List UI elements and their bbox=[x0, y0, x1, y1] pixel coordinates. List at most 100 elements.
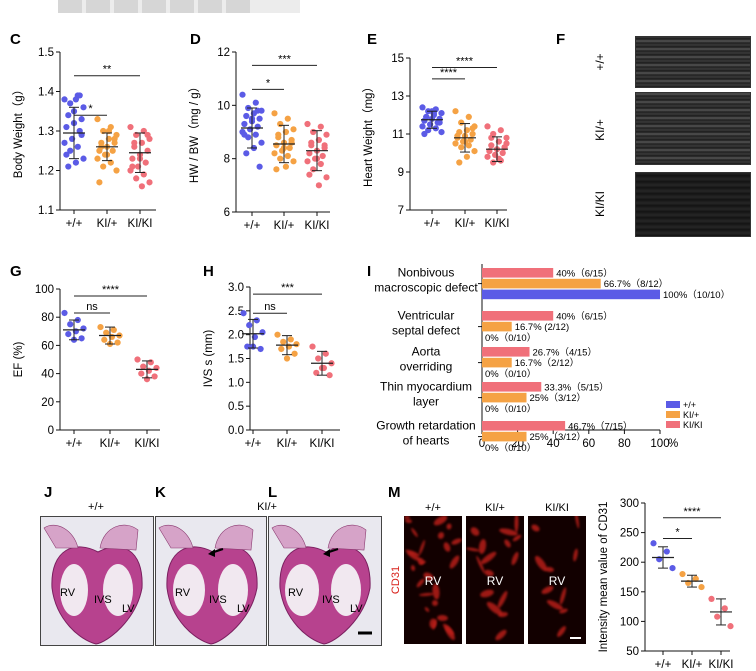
heart-sections: RV IVS LV RV IVS LV RV IVS LV bbox=[43, 524, 372, 645]
echo-image-ko bbox=[635, 172, 751, 237]
panel-letter-M: M bbox=[388, 484, 401, 501]
data-point bbox=[72, 96, 79, 103]
bar bbox=[482, 357, 512, 368]
data-point bbox=[306, 150, 313, 157]
data-point bbox=[419, 104, 426, 111]
x-tick-label: +/+ bbox=[245, 438, 262, 450]
x-tick-label: +/+ bbox=[424, 218, 441, 230]
bar bbox=[482, 268, 554, 278]
atrium bbox=[158, 524, 194, 549]
x-tick-label: KI/KI bbox=[310, 438, 335, 450]
atrium bbox=[43, 524, 79, 549]
chamber-label: LV bbox=[350, 603, 363, 615]
y-tick-label: 11 bbox=[392, 129, 404, 141]
data-point bbox=[61, 309, 68, 317]
chart-H: 0.0 0.5 1.0 1.5 2.0 2.5 3.0 +/+ KI/+ KI/KI IVS s (… bbox=[203, 282, 340, 450]
chamber-label: IVS bbox=[94, 594, 112, 606]
data-point bbox=[133, 175, 140, 182]
y-axis-label: Heart Weight（mg） bbox=[362, 81, 375, 187]
atrium bbox=[214, 524, 254, 551]
chart-M: 50 100 150 200 250 300 +/+ KI/+ KI/KI Intensity m… bbox=[598, 498, 734, 671]
left-ventricle-cavity bbox=[103, 564, 133, 616]
data-point bbox=[310, 166, 317, 173]
data-point bbox=[140, 363, 147, 370]
data-point bbox=[258, 139, 265, 146]
bar bbox=[482, 421, 566, 431]
data-point bbox=[74, 143, 81, 150]
data-point bbox=[309, 343, 316, 350]
data-point bbox=[313, 369, 320, 376]
left-ventricle-cavity bbox=[218, 564, 248, 616]
data-point bbox=[80, 155, 87, 162]
x-tick-label: KI/KI bbox=[305, 220, 330, 232]
legend-swatch bbox=[666, 421, 680, 428]
y-tick-label: 1.1 bbox=[38, 205, 54, 217]
x-tick-label: KI/+ bbox=[100, 438, 121, 450]
data-point bbox=[714, 613, 721, 620]
cd31-image-ko bbox=[528, 516, 586, 644]
x-tick-label: KI/+ bbox=[682, 659, 703, 671]
data-point bbox=[727, 623, 734, 630]
bar-label: 0%（0/10） bbox=[485, 403, 536, 415]
y-tick-label: 250 bbox=[620, 528, 639, 540]
category-label: macroscopic defect bbox=[374, 281, 478, 295]
category-label: septal defect bbox=[392, 324, 461, 338]
data-point bbox=[76, 92, 83, 99]
data-point bbox=[271, 150, 278, 157]
x-tick-label: 0 bbox=[479, 438, 485, 450]
data-point bbox=[287, 336, 294, 343]
data-point bbox=[293, 341, 300, 348]
x-tick-label: KI/+ bbox=[277, 438, 298, 450]
data-point bbox=[490, 159, 497, 166]
right-ventricle-cavity bbox=[285, 564, 319, 616]
data-point bbox=[134, 356, 141, 363]
category-label: overriding bbox=[400, 360, 453, 374]
category-label: Nonbivous bbox=[398, 266, 455, 280]
data-point bbox=[78, 116, 85, 123]
data-point bbox=[110, 326, 117, 333]
data-point bbox=[317, 123, 324, 130]
significance-label: **** bbox=[683, 506, 701, 518]
data-point bbox=[315, 182, 322, 189]
defect-arrow-head bbox=[323, 549, 330, 557]
data-point bbox=[469, 125, 476, 132]
data-point bbox=[436, 119, 443, 126]
category-label: layer bbox=[413, 395, 439, 409]
x-tick-label: KI/KI bbox=[485, 218, 510, 230]
bar bbox=[482, 347, 530, 357]
x-tick-label: +/+ bbox=[66, 438, 83, 450]
data-point bbox=[304, 120, 311, 128]
data-point bbox=[240, 310, 247, 317]
data-point bbox=[323, 174, 330, 181]
bar-label: 0%（0/10） bbox=[485, 368, 536, 380]
data-point bbox=[65, 112, 72, 119]
data-point bbox=[274, 331, 281, 338]
data-point bbox=[63, 123, 70, 131]
cd31-col-het: KI/+ bbox=[485, 502, 505, 514]
chamber-label: LV bbox=[122, 603, 135, 615]
data-point bbox=[326, 372, 333, 379]
category-label: Aorta bbox=[412, 345, 441, 359]
data-point bbox=[256, 163, 263, 170]
x-unit-label: % bbox=[668, 438, 678, 450]
data-point bbox=[243, 112, 250, 120]
y-tick-label: 1.4 bbox=[38, 87, 55, 99]
data-point bbox=[241, 131, 248, 138]
data-point bbox=[127, 123, 134, 131]
data-point bbox=[254, 123, 261, 130]
data-point bbox=[304, 158, 311, 165]
significance-label: * bbox=[266, 77, 271, 89]
chamber-label: LV bbox=[237, 603, 250, 615]
bar bbox=[482, 289, 660, 300]
data-point bbox=[280, 338, 287, 345]
data-point bbox=[147, 359, 154, 366]
y-tick-label: 1.5 bbox=[38, 47, 54, 59]
data-point bbox=[111, 135, 118, 142]
y-tick-label: 40 bbox=[41, 369, 54, 381]
data-point bbox=[283, 355, 291, 362]
data-point bbox=[97, 323, 104, 331]
data-point bbox=[484, 153, 491, 160]
significance-label: **** bbox=[456, 56, 474, 68]
echo-label-het: KI/+ bbox=[593, 119, 607, 141]
